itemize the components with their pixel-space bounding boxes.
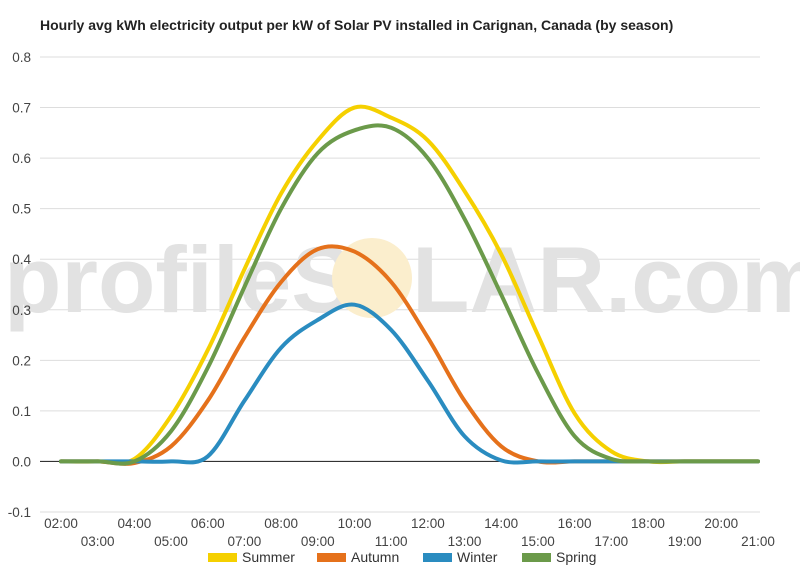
x-tick-label: 20:00 — [704, 516, 738, 531]
y-tick-label: 0.4 — [12, 252, 31, 267]
legend-swatch-summer — [208, 553, 237, 562]
watermark-text-right: LAR.com — [412, 227, 800, 332]
y-tick-label: 0.0 — [12, 454, 31, 469]
x-tick-label: 08:00 — [264, 516, 298, 531]
y-tick-label: -0.1 — [8, 505, 31, 520]
x-tick-label: 12:00 — [411, 516, 445, 531]
legend-layer: Summer Autumn Winter Spring — [208, 549, 596, 565]
x-tick-label: 03:00 — [81, 534, 115, 549]
x-tick-label: 10:00 — [338, 516, 372, 531]
x-tick-label: 11:00 — [375, 534, 408, 549]
x-tick-label: 17:00 — [594, 534, 628, 549]
x-tick-label: 06:00 — [191, 516, 225, 531]
x-tick-label: 09:00 — [301, 534, 335, 549]
y-tick-label: 0.5 — [12, 202, 31, 217]
legend-label-spring: Spring — [556, 549, 596, 565]
axis-layer: 0.8 0.7 0.6 0.5 0.4 0.3 0.2 0.1 0.0 -0.1 02:0003:0… — [8, 50, 775, 549]
y-tick-label: 0.2 — [12, 353, 31, 368]
legend-swatch-autumn — [317, 553, 346, 562]
x-tick-label: 02:00 — [44, 516, 78, 531]
watermark: profileS LAR.com — [4, 227, 800, 332]
series-line-spring — [59, 123, 760, 466]
legend-label-winter: Winter — [457, 549, 498, 565]
x-tick-label: 18:00 — [631, 516, 665, 531]
x-tick-label: 16:00 — [558, 516, 592, 531]
x-tick-label: 15:00 — [521, 534, 555, 549]
x-tick-label: 19:00 — [668, 534, 702, 549]
chart-title: Hourly avg kWh electricity output per kW… — [40, 17, 674, 33]
legend-swatch-spring — [522, 553, 551, 562]
x-tick-label: 04:00 — [117, 516, 151, 531]
x-tick-label: 21:00 — [741, 534, 775, 549]
y-tick-label: 0.3 — [12, 303, 31, 318]
y-tick-label: 0.8 — [12, 50, 31, 65]
legend-label-autumn: Autumn — [351, 549, 399, 565]
legend-label-summer: Summer — [242, 549, 295, 565]
x-tick-label: 14:00 — [484, 516, 518, 531]
x-tick-label: 07:00 — [228, 534, 262, 549]
y-tick-label: 0.1 — [12, 404, 31, 419]
x-tick-label: 05:00 — [154, 534, 188, 549]
y-tick-label: 0.6 — [12, 151, 31, 166]
series-layer — [59, 104, 760, 466]
watermark-text-left: profileS — [4, 227, 354, 332]
legend-swatch-winter — [423, 553, 452, 562]
watermark-sun-icon — [332, 238, 412, 318]
y-tick-label: 0.7 — [12, 101, 31, 116]
x-tick-label: 13:00 — [448, 534, 482, 549]
